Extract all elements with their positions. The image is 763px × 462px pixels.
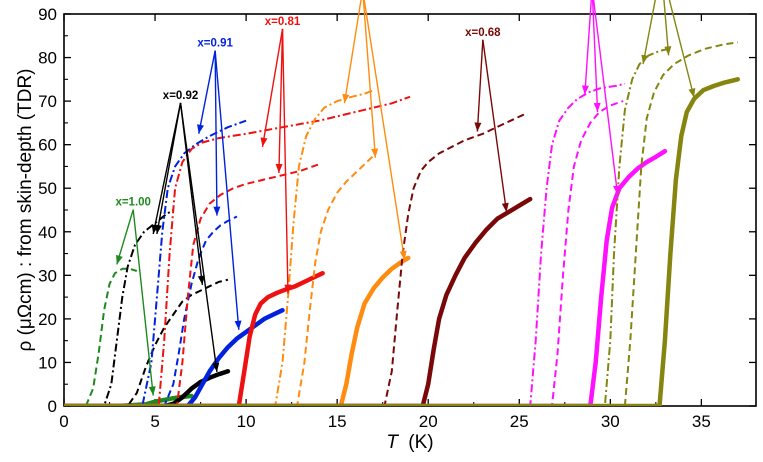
annotation-label-x068: x=0.68 xyxy=(465,27,501,39)
x-axis-unit: (K) xyxy=(408,432,433,453)
x-tick-label: 0 xyxy=(59,412,68,431)
x-tick-label: 30 xyxy=(601,412,620,431)
y-tick-label: 30 xyxy=(38,266,57,285)
annotation-arrow-x092 xyxy=(179,102,205,285)
annotation-arrow-x068 xyxy=(474,39,484,132)
annotation-arrow-x100 xyxy=(132,209,156,396)
annotation-arrow-x078 xyxy=(363,0,407,261)
series-x081_solid xyxy=(64,270,325,406)
series-x060_solid xyxy=(64,148,668,406)
series-x092_dash xyxy=(64,278,229,406)
annotation-label-x081: x=0.81 xyxy=(265,16,301,28)
series-x078_dash xyxy=(64,154,375,406)
series-x081_dashdot xyxy=(64,95,411,406)
series-x091_solid xyxy=(64,307,285,406)
annotation-arrow-x081 xyxy=(275,28,284,173)
y-tick-label: 40 xyxy=(38,223,57,242)
annotation-label-x092: x=0.92 xyxy=(163,90,199,102)
annotation-arrow-x092 xyxy=(179,102,220,373)
series-x092_dashdot xyxy=(64,209,174,406)
y-tick-label: 50 xyxy=(38,179,57,198)
annotation-arrow-x054 xyxy=(663,0,672,56)
annotation-arrow-x092 xyxy=(151,102,182,235)
annotation-arrow-x060 xyxy=(581,0,592,95)
y-tick-label: 90 xyxy=(38,5,57,24)
series-x060_dash xyxy=(64,100,624,406)
axis-ticks: 0 5 10 15 20 25 30 35 0 10 20 30 40 50 60 70 80 90 xyxy=(38,5,756,431)
x-axis-title: T (K) xyxy=(386,432,433,453)
data-series xyxy=(64,41,741,406)
annotation-arrow-x054 xyxy=(641,0,656,65)
annotation-arrow-x091 xyxy=(213,50,221,216)
annotation-arrow-x060 xyxy=(591,0,601,113)
annotation-arrow-x081 xyxy=(260,28,284,147)
y-tick-label: 0 xyxy=(48,397,57,416)
annotation-arrow-x068 xyxy=(482,39,509,213)
y-tick-label: 20 xyxy=(38,310,57,329)
series-x054_dashdot xyxy=(64,47,669,406)
series-x068_solid xyxy=(64,196,533,406)
annotation-label-x100: x=1.00 xyxy=(115,197,151,209)
annotation-label-x091: x=0.91 xyxy=(197,38,233,50)
series-x060_dashdot xyxy=(64,82,626,406)
x-axis-symbol: T xyxy=(386,432,399,453)
annotation-arrow-x078 xyxy=(342,0,362,104)
series-x078_solid xyxy=(64,255,411,406)
annotation-arrow-x091 xyxy=(214,50,242,330)
series-x100_dash xyxy=(64,267,138,406)
series-x054_solid xyxy=(64,77,741,406)
annotation-arrow-x060 xyxy=(592,0,620,195)
x-tick-label: 10 xyxy=(237,412,256,431)
annotation-arrow-x092 xyxy=(155,102,182,235)
annotation-arrow-x081 xyxy=(281,28,292,294)
x-tick-label: 35 xyxy=(692,412,711,431)
x-tick-label: 20 xyxy=(419,412,438,431)
annotation-arrow-x100 xyxy=(116,209,134,265)
series-x081_dash xyxy=(64,163,320,406)
annotations: x=1.00x=0.92x=0.91x=0.81x=0.78x=0.68x=0.… xyxy=(115,0,696,396)
series-x078_dashdot xyxy=(64,89,374,406)
x-tick-label: 15 xyxy=(328,412,347,431)
y-tick-label: 60 xyxy=(38,136,57,155)
annotation-arrow-x091 xyxy=(197,50,216,134)
y-tick-label: 70 xyxy=(38,92,57,111)
y-tick-label: 80 xyxy=(38,49,57,68)
x-tick-label: 5 xyxy=(150,412,159,431)
y-axis-title: ρ (μΩcm) : from skin-depth (TDR) xyxy=(15,69,36,352)
annotation-arrow-x054 xyxy=(668,0,696,98)
series-x054_dash xyxy=(64,41,738,406)
annotation-arrow-x078 xyxy=(362,0,379,158)
series-x068_dash xyxy=(64,113,526,406)
y-tick-label: 10 xyxy=(38,353,57,372)
x-tick-label: 25 xyxy=(510,412,529,431)
